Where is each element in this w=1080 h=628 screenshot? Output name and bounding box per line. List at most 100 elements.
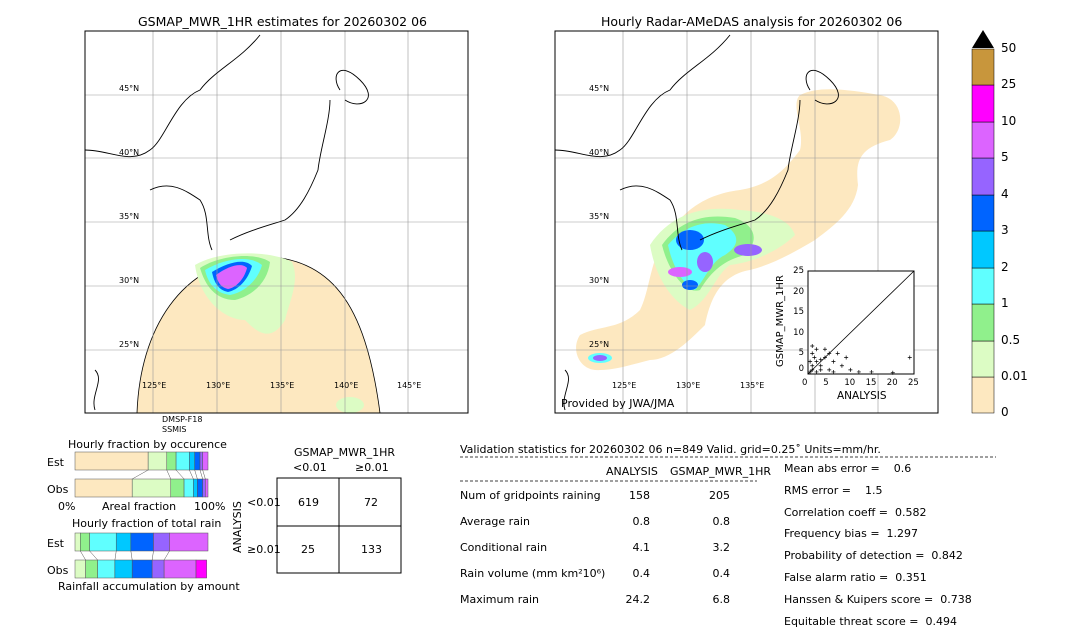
occurrence-title: Hourly fraction by occurence [68,438,227,451]
stat-row-label: Maximum rain [460,593,539,606]
fraction-segment [193,478,198,498]
fraction-segment [74,532,81,552]
colorbar[interactable] [971,30,995,414]
row-label: ≥0.01 [247,543,281,556]
fraction-segment [197,478,203,498]
cell: 619 [298,496,319,509]
stat-row-label: Conditional rain [460,541,548,554]
scatter-point [839,363,844,368]
stat-analysis-value: 24.2 [625,593,651,606]
scatter-xtick: 5 [823,378,829,388]
colorbar-segment [971,230,995,269]
scatter-point [822,355,827,360]
colorbar-label: 0 [1001,405,1009,419]
row-label: <0.01 [247,496,281,509]
stat-gsmap-value: 6.8 [712,593,731,606]
fraction-segment [169,532,209,552]
scatter-point [822,347,827,352]
fraction-segment [202,478,206,498]
scatter-ytick: 25 [793,266,804,276]
areal-fraction-label: Areal fraction [102,500,177,513]
scatter-point [835,351,840,356]
fraction-segment [151,559,165,579]
lat-label: 35°N [589,212,610,221]
colorbar-label: 0.5 [1001,333,1021,347]
colorbar-segment [971,303,995,342]
scatter-point [818,367,823,372]
lon-label: 130°E [206,381,231,390]
scatter-point [831,359,836,364]
stat-gsmap-value: 0.4 [712,567,731,580]
scatter-ytick: 10 [793,327,804,338]
stat-gsmap-value: 205 [709,489,730,502]
fraction-segment [89,532,117,552]
colorbar-over-arrow [972,30,994,48]
colorbar-label: 50 [1001,41,1017,55]
colorbar-label: 4 [1001,187,1009,201]
scatter-inset [807,270,915,375]
fraction-segment [131,559,153,579]
scatter-point [810,367,815,372]
maps-canvas [74,30,996,579]
scatter-point [810,343,815,348]
fraction-segment [131,478,172,498]
lat-label: 35°N [119,212,140,221]
colorbar-segment [971,121,995,159]
cell: 72 [364,496,378,509]
scatter-point [818,357,823,362]
lon-label: 135°E [270,381,295,390]
fraction-segment [183,478,194,498]
scatter-xtick: 0 [802,378,808,388]
sensor-name: DMSP-F18 [162,415,203,424]
colorbar-label: 2 [1001,260,1009,274]
scatter-xtick: 15 [865,378,877,388]
fraction-segment [153,532,170,552]
scatter-point [814,359,819,364]
fraction-segment [189,451,195,471]
scatter-point [814,369,819,374]
scatter-ylabel: GSMAP_MWR_1HR [775,275,786,367]
total-rain-xlabel: Rainfall accumulation by amount [58,580,240,593]
fraction-segment [74,559,86,579]
stat-analysis-value: 0.4 [632,567,651,580]
stat-row-label: Rain volume (mm km²10⁶) [460,567,606,580]
scatter-point [890,370,895,375]
colorbar-label: 0.01 [1001,369,1028,383]
obs-label: Obs [47,483,69,496]
col-gsmap: GSMAP_MWR_1HR [670,465,772,478]
colorbar-segment [971,376,995,414]
total-rain-title: Hourly fraction of total rain [72,517,222,530]
score-line: False alarm ratio = 0.351 [784,571,927,584]
obs-label: Obs [47,564,69,577]
lat-label: 40°N [589,148,610,157]
lon-label: 125°E [612,381,637,390]
fraction-segment [199,451,203,471]
lon-label: 130°E [676,381,701,390]
left-map [84,30,469,414]
colorbar-segment [971,157,995,196]
right-map [554,30,939,414]
scatter-point [808,369,813,374]
score-line: Probability of detection = 0.842 [784,549,963,563]
fraction-segment [166,451,177,471]
col-label: <0.01 [293,461,327,474]
scatter-point [844,355,849,360]
score-line: Equitable threat score = 0.494 [784,614,957,628]
total-rain-bars [74,532,209,579]
lat-label: 25°N [589,340,610,349]
cell: 133 [361,543,382,556]
scatter-point [810,363,815,368]
colorbar-label: 10 [1001,114,1017,128]
score-line: RMS error = 1.5 [784,483,883,497]
stat-row-label: Average rain [460,515,530,528]
lat-label: 30°N [119,276,140,285]
scatter-xtick: 10 [844,378,856,388]
lat-label: 25°N [119,340,140,349]
scatter-point [814,347,819,352]
contingency-title: GSMAP_MWR_1HR [294,446,396,459]
score-line: Correlation coeff = 0.582 [784,505,927,519]
fraction-segment [205,478,209,498]
fraction-segment [115,532,132,552]
fraction-segment [194,451,201,471]
colorbar-label: 5 [1001,150,1009,164]
